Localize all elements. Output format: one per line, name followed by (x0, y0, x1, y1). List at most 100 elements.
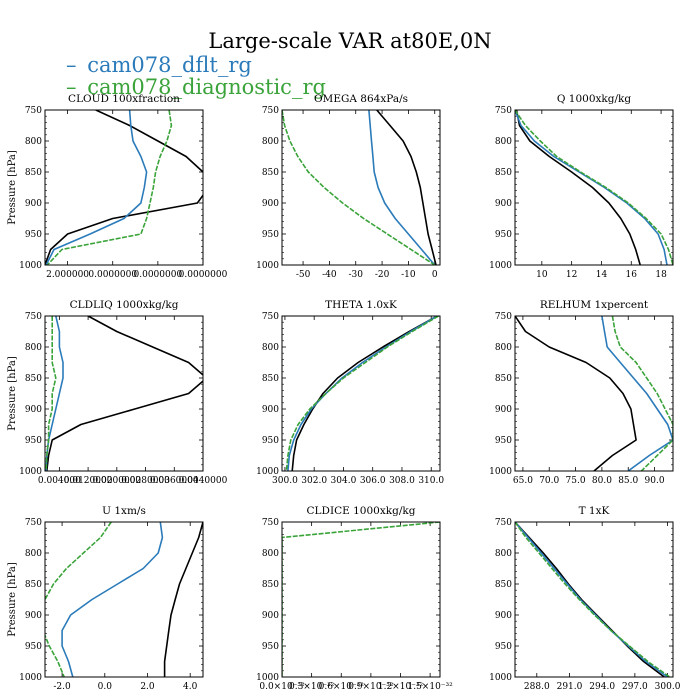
figure-title: Large-scale VAR at80E,0N (208, 29, 491, 53)
x-tick-label: 294.0 (589, 682, 615, 692)
x-tick-label: 297.0 (622, 682, 648, 692)
x-tick-label: 1.5×10⁻³² (407, 682, 453, 692)
legend-dash-dflt: – (66, 53, 77, 77)
x-tick-label: 0.6×10⁻³² (319, 682, 365, 692)
y-tick-label: 950 (262, 230, 279, 240)
panel-title: THETA 1.0xK (325, 299, 397, 311)
y-tick-label: 900 (25, 405, 42, 415)
y-tick-label: 1000 (256, 261, 279, 271)
series-line-cam078_diagnostic_rg (46, 110, 173, 265)
y-tick-label: 1000 (489, 261, 512, 271)
series-line-cam078_diagnostic_rg (282, 110, 436, 265)
panel-title: CLDLIQ 1000xkg/kg (70, 299, 179, 311)
y-tick-label: 900 (495, 405, 512, 415)
y-tick-label: 1000 (19, 673, 42, 683)
legend: – cam078_dflt_rg – cam078_diagnostic_rg (66, 53, 326, 99)
y-tick-label: 750 (262, 312, 279, 322)
y-tick-label: 900 (495, 611, 512, 621)
x-tick-label: 10 (536, 270, 548, 280)
y-tick-label: 1000 (489, 467, 512, 477)
x-tick-label: -2.0 (53, 682, 71, 692)
x-tick-label: 0.9×10⁻³² (348, 682, 394, 692)
y-tick-label: 800 (495, 343, 512, 353)
y-tick-label: 750 (262, 106, 279, 116)
panel-title: CLDICE 1000xkg/kg (307, 505, 416, 517)
y-tick-label: 750 (25, 312, 42, 322)
x-tick-label: 65.0 (513, 476, 533, 486)
y-tick-label: 850 (495, 374, 512, 384)
y-tick-label: 950 (495, 436, 512, 446)
x-tick-label: 0.0440000 (179, 476, 228, 486)
y-tick-label: 1000 (256, 467, 279, 477)
y-tick-label: 950 (25, 230, 42, 240)
panel-8: T 1xK 750 800 850 900 950 1000 288.0 291.0 294.0 2… (489, 505, 681, 692)
x-tick-label: -10 (401, 270, 416, 280)
y-tick-label: 750 (25, 106, 42, 116)
x-tick-label: 0 (432, 270, 438, 280)
panel-0: CLOUD 100xfraction 750 800 850 900 950 1000 2.0… (7, 93, 228, 280)
legend-label-dflt: cam078_dflt_rg (87, 53, 252, 77)
x-tick-label: -30 (348, 270, 363, 280)
panel-frame (44, 109, 204, 266)
x-tick-label: 14 (596, 270, 608, 280)
series-line-cam078_dflt_rg (45, 110, 148, 265)
x-tick-label: 308.0 (389, 476, 415, 486)
x-tick-label: 0.0000000 (179, 270, 228, 280)
panel-6: U 1xm/s 750 800 850 900 950 1000 -2.0 0.0 2.0 4.0 P… (7, 505, 204, 692)
x-tick-label: -50 (296, 270, 311, 280)
x-tick-label: 0.004000 (38, 476, 81, 486)
legend-label-diagnostic: cam078_diagnostic_rg (87, 75, 326, 99)
y-tick-label: 1000 (256, 673, 279, 683)
y-tick-label: 850 (262, 168, 279, 178)
series-line-cam078_dflt_rg (61, 522, 164, 677)
series-line-reference (515, 316, 637, 471)
x-tick-label: 310.0 (418, 476, 444, 486)
y-axis-label: Pressure [hPa] (7, 562, 18, 637)
x-tick-label: 2.000000 (46, 270, 89, 280)
panel-frame (281, 315, 441, 472)
series-line-cam078_dflt_rg (45, 316, 64, 471)
y-tick-label: 750 (25, 518, 42, 528)
x-tick-label: -20 (375, 270, 390, 280)
y-tick-label: 850 (25, 168, 42, 178)
x-tick-label: 80.0 (592, 476, 612, 486)
x-tick-label: 0.0360000 (150, 476, 199, 486)
y-tick-label: 800 (25, 549, 42, 559)
x-tick-label: 1.2×10⁻³² (378, 682, 424, 692)
y-tick-label: 800 (25, 343, 42, 353)
series-line-cam078_diagnostic_rg (611, 316, 673, 471)
panel-title: Q 1000xkg/kg (557, 93, 632, 105)
series-line-reference (46, 316, 203, 471)
y-tick-label: 800 (495, 137, 512, 147)
y-tick-label: 850 (262, 374, 279, 384)
x-tick-label: 90.0 (645, 476, 665, 486)
y-tick-label: 1000 (489, 673, 512, 683)
panel-grid: CLOUD 100xfraction 750 800 850 900 950 1000 2.0… (7, 93, 681, 692)
series-line-cam078_dflt_rg (287, 316, 438, 471)
y-tick-label: 850 (262, 580, 279, 590)
series-line-cam078_diagnostic_rg (45, 316, 57, 471)
panel-frame (514, 521, 674, 678)
series-line-reference (376, 110, 437, 265)
x-tick-label: 18 (655, 270, 667, 280)
panel-2: Q 1000xkg/kg 750 800 850 900 950 1000 10 12 14 16 1… (489, 93, 674, 280)
y-tick-label: 800 (25, 137, 42, 147)
y-tick-label: 950 (25, 436, 42, 446)
x-tick-label: 0.0 (98, 682, 113, 692)
panel-title: T 1xK (579, 505, 610, 517)
x-tick-label: 2.0 (140, 682, 155, 692)
y-tick-label: 900 (25, 199, 42, 209)
y-tick-label: 850 (495, 168, 512, 178)
series-line-cam078_diagnostic_rg (45, 522, 112, 677)
series-line-cam078_diagnostic_rg (282, 522, 440, 677)
legend-entry-dflt: – cam078_dflt_rg (66, 53, 252, 77)
y-tick-label: 950 (25, 642, 42, 652)
panel-7: CLDICE 1000xkg/kg 750 800 850 900 950 10000.0×… (256, 505, 453, 692)
series-line-cam078_diagnostic_rg (515, 110, 673, 265)
y-tick-label: 800 (262, 343, 279, 353)
series-line-cam078_dflt_rg (515, 110, 668, 265)
x-tick-label: 16 (626, 270, 638, 280)
panel-title: U 1xm/s (102, 505, 146, 517)
